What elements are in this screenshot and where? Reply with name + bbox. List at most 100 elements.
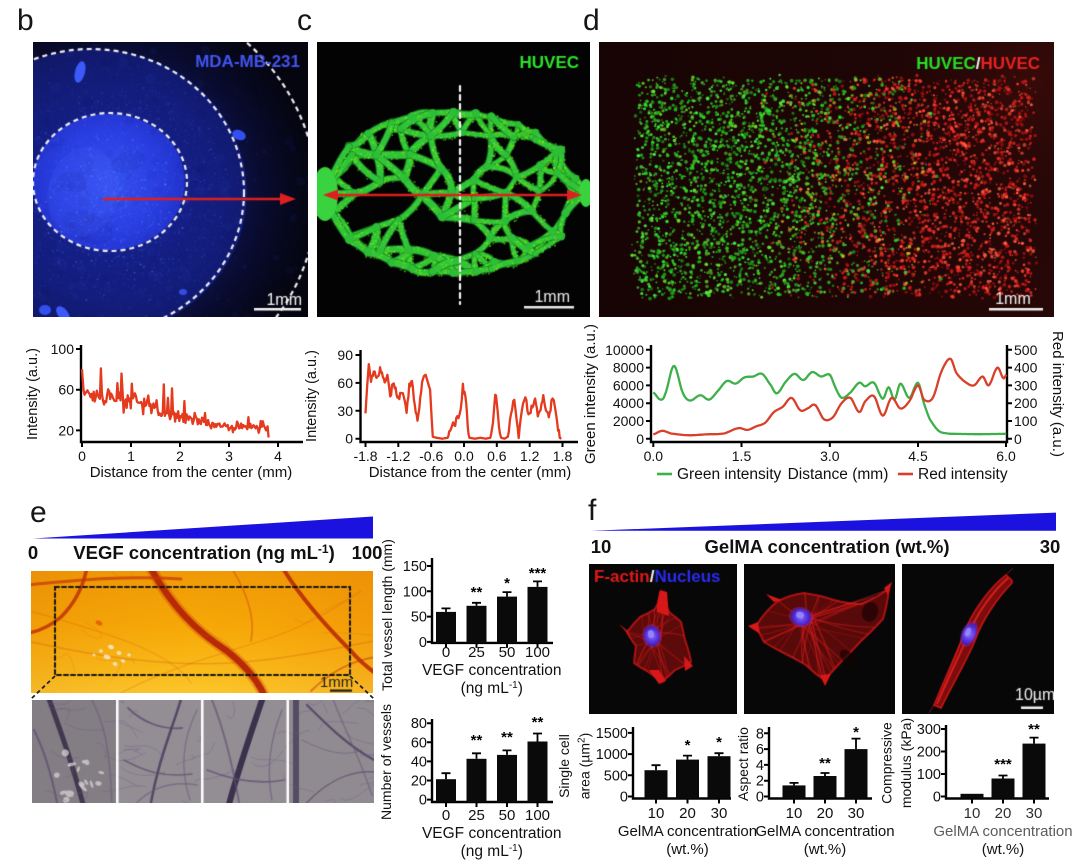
svg-text:150: 150 — [403, 559, 427, 575]
svg-text:e: e — [30, 496, 47, 529]
svg-text:***: *** — [994, 756, 1012, 773]
svg-text:VEGF concentration: VEGF concentration — [422, 825, 562, 842]
svg-text:20: 20 — [58, 422, 74, 438]
svg-text:(ng mL-1): (ng mL-1) — [461, 680, 523, 697]
svg-text:Intensity (a.u.): Intensity (a.u.) — [304, 350, 320, 442]
svg-text:*: * — [685, 737, 691, 754]
svg-text:VEGF concentration: VEGF concentration — [422, 662, 562, 679]
svg-text:**: ** — [532, 714, 544, 731]
svg-text:*: * — [853, 724, 859, 741]
svg-text:**: ** — [819, 755, 831, 772]
svg-text:0: 0 — [78, 448, 86, 464]
svg-text:0: 0 — [419, 793, 427, 809]
svg-text:2: 2 — [176, 448, 184, 464]
svg-text:modulus (kPa): modulus (kPa) — [898, 718, 914, 808]
svg-text:**: ** — [1028, 721, 1040, 738]
svg-text:Red intensity (a.u.): Red intensity (a.u.) — [1049, 331, 1066, 457]
svg-text:30: 30 — [1040, 536, 1061, 557]
svg-text:0: 0 — [419, 635, 427, 651]
svg-text:300: 300 — [917, 722, 941, 738]
svg-text:100: 100 — [917, 767, 941, 783]
svg-text:8000: 8000 — [613, 360, 644, 376]
svg-text:500: 500 — [604, 768, 628, 784]
svg-text:-1.8: -1.8 — [353, 448, 377, 464]
svg-text:GelMA concentration: GelMA concentration — [755, 823, 894, 840]
svg-text:100: 100 — [51, 341, 75, 357]
svg-text:300: 300 — [1014, 377, 1038, 393]
svg-text:Green intensity: Green intensity — [677, 466, 781, 483]
svg-text:40: 40 — [411, 754, 427, 770]
svg-text:*: * — [716, 734, 722, 751]
svg-text:100: 100 — [1014, 413, 1038, 429]
svg-text:60: 60 — [337, 375, 353, 391]
svg-text:10: 10 — [964, 805, 981, 822]
svg-text:90: 90 — [337, 347, 353, 363]
svg-text:0: 0 — [1014, 431, 1022, 447]
svg-text:50: 50 — [499, 807, 516, 824]
svg-text:3.0: 3.0 — [820, 448, 840, 464]
svg-text:GelMA concentration: GelMA concentration — [933, 823, 1072, 840]
svg-text:10: 10 — [786, 805, 803, 822]
svg-text:0: 0 — [442, 644, 450, 661]
svg-text:50: 50 — [499, 644, 516, 661]
svg-text:60: 60 — [58, 382, 74, 398]
svg-text:30: 30 — [1026, 805, 1043, 822]
svg-text:Distance (mm): Distance (mm) — [788, 466, 889, 483]
svg-text:c: c — [297, 4, 312, 37]
svg-text:100: 100 — [525, 644, 550, 661]
svg-text:d: d — [583, 4, 600, 37]
svg-text:*: * — [504, 575, 510, 592]
svg-text:GelMA concentration: GelMA concentration — [618, 823, 757, 840]
svg-text:f: f — [588, 494, 597, 527]
svg-text:***: *** — [529, 565, 547, 582]
svg-text:Compressive: Compressive — [879, 722, 895, 804]
svg-text:Number of vessels: Number of vessels — [378, 704, 394, 820]
svg-text:1.2: 1.2 — [520, 448, 540, 464]
svg-text:0: 0 — [28, 542, 38, 563]
svg-text:20: 20 — [679, 805, 696, 822]
svg-text:Distance from the center (mm): Distance from the center (mm) — [369, 464, 572, 481]
svg-text:6000: 6000 — [613, 377, 644, 393]
svg-text:8: 8 — [756, 726, 764, 742]
svg-text:0.0: 0.0 — [644, 448, 664, 464]
svg-text:20: 20 — [995, 805, 1012, 822]
svg-text:4000: 4000 — [613, 395, 644, 411]
svg-text:0.0: 0.0 — [454, 448, 474, 464]
svg-text:30: 30 — [848, 805, 865, 822]
svg-text:30: 30 — [711, 805, 728, 822]
svg-text:4.5: 4.5 — [908, 448, 928, 464]
svg-text:0: 0 — [933, 790, 941, 806]
svg-text:4: 4 — [756, 758, 764, 774]
svg-text:200: 200 — [1014, 395, 1038, 411]
svg-text:0.6: 0.6 — [487, 448, 507, 464]
svg-text:Distance from the center (mm): Distance from the center (mm) — [90, 464, 293, 481]
svg-text:10: 10 — [591, 536, 612, 557]
svg-text:20: 20 — [817, 805, 834, 822]
svg-text:Green intensity (a.u.): Green intensity (a.u.) — [582, 324, 599, 464]
svg-text:b: b — [17, 4, 34, 37]
svg-text:VEGF concentration (ng mL-1): VEGF concentration (ng mL-1) — [73, 542, 334, 563]
svg-text:25: 25 — [468, 644, 485, 661]
svg-text:60: 60 — [411, 735, 427, 751]
svg-text:(wt.%): (wt.%) — [982, 841, 1025, 858]
svg-text:10: 10 — [648, 805, 665, 822]
svg-text:1000: 1000 — [596, 747, 628, 763]
svg-text:GelMA concentration (wt.%): GelMA concentration (wt.%) — [705, 536, 950, 557]
svg-text:100: 100 — [352, 542, 383, 563]
svg-text:30: 30 — [337, 403, 353, 419]
svg-text:0: 0 — [442, 807, 450, 824]
svg-text:3: 3 — [225, 448, 233, 464]
svg-text:area (µm2): area (µm2) — [577, 733, 593, 800]
svg-text:Single cell: Single cell — [556, 734, 572, 798]
svg-text:1: 1 — [127, 448, 135, 464]
svg-text:2000: 2000 — [613, 413, 644, 429]
svg-text:(wt.%): (wt.%) — [666, 841, 709, 858]
svg-text:0: 0 — [345, 431, 353, 447]
svg-text:0: 0 — [620, 790, 628, 806]
svg-text:80: 80 — [411, 716, 427, 732]
svg-text:100: 100 — [525, 807, 550, 824]
svg-text:Aspect ratio: Aspect ratio — [735, 727, 751, 801]
svg-text:6: 6 — [756, 742, 764, 758]
svg-text:1.8: 1.8 — [553, 448, 573, 464]
svg-text:Total vessel length (mm): Total vessel length (mm) — [379, 539, 395, 691]
